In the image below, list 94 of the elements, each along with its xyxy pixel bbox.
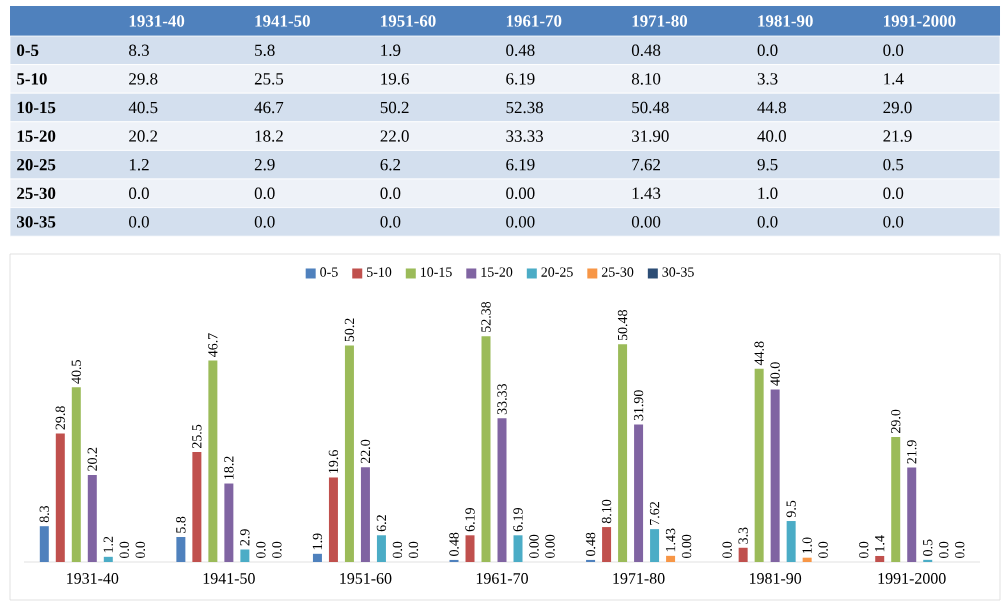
data-label: 40.5 (128, 101, 158, 114)
bar (176, 536, 186, 562)
data-label: 5.8 (255, 44, 275, 57)
data-label: 52.38 (506, 101, 543, 114)
data-label: 0.0 (129, 216, 149, 228)
data-label: 8.10 (631, 73, 661, 85)
data-label: 21.9 (883, 130, 912, 142)
bar (497, 418, 507, 562)
data-label: 2.9 (254, 158, 275, 171)
bar (634, 424, 644, 562)
bar (312, 553, 322, 562)
bar (240, 549, 250, 562)
data-label: 0.0 (883, 44, 904, 57)
bar (71, 387, 81, 562)
data-label: 31.90 (632, 130, 669, 142)
data-label: 0.48 (506, 44, 535, 57)
text: 10-15 (17, 101, 56, 114)
data-label: 0.00 (631, 216, 661, 228)
data-label: 33.33 (506, 130, 543, 142)
category-label: 1931-40 (129, 15, 185, 27)
data-label: 19.6 (381, 73, 409, 85)
category-label: 1941-50 (255, 15, 310, 27)
bar (55, 433, 65, 562)
bar (650, 529, 660, 562)
category-label: 1971-80 (632, 15, 688, 27)
data-label: 40.0 (757, 130, 786, 142)
data-label: 0.0 (883, 216, 904, 228)
data-label: 46.7 (254, 101, 284, 114)
text: 20-25 (17, 159, 56, 171)
data-label: 0.0 (757, 216, 778, 228)
data-label: 0.0 (757, 44, 778, 57)
data-label: 0.0 (380, 187, 401, 200)
bar (376, 535, 386, 562)
data-label: 29.0 (883, 101, 912, 114)
bar (192, 452, 202, 562)
bar (666, 555, 676, 562)
text: 15-20 (17, 130, 56, 142)
category-label: 1961-70 (506, 15, 562, 27)
bar (602, 527, 612, 562)
bar (907, 467, 917, 562)
bar (618, 344, 628, 562)
bar (39, 526, 49, 562)
bar (344, 345, 354, 562)
bar (224, 483, 234, 562)
data-label: 0.0 (254, 187, 275, 200)
bar (738, 547, 748, 562)
data-label: 7.62 (632, 158, 660, 171)
text: 30-35 (17, 216, 56, 228)
data-label: 0.0 (883, 187, 904, 200)
data-label: 6.19 (506, 73, 535, 85)
bar (465, 535, 475, 562)
bar (513, 535, 523, 562)
bar (360, 467, 370, 562)
category-label: 1991-2000 (884, 15, 956, 27)
data-label: 9.5 (757, 158, 778, 171)
data-label: 1.43 (632, 187, 661, 200)
data-label: 0.0 (380, 216, 401, 228)
text: 5-10 (17, 73, 47, 85)
data-label: 6.19 (506, 158, 535, 171)
bar (786, 521, 796, 562)
data-label: 0.00 (506, 187, 535, 200)
bar (770, 389, 780, 562)
text: 25-30 (17, 187, 56, 199)
data-label: 0.0 (129, 187, 149, 200)
data-label: 22.0 (380, 130, 409, 142)
category-label: 1981-90 (758, 15, 813, 27)
data-label: 8.3 (129, 44, 149, 57)
bar (328, 477, 338, 562)
bar (754, 368, 764, 562)
data-label: 1.4 (884, 73, 904, 85)
data-label: 1.0 (758, 187, 778, 200)
data-label: 6.2 (380, 158, 401, 171)
text: 0-5 (17, 44, 39, 56)
bar (208, 360, 218, 562)
data-label: 1.9 (381, 44, 401, 57)
data-label: 18.2 (255, 130, 283, 142)
category-label: 1951-60 (381, 15, 436, 27)
bar (891, 436, 901, 562)
data-label: 50.48 (632, 101, 669, 114)
data-label: 50.2 (380, 101, 409, 114)
data-label: 1.2 (129, 158, 149, 171)
bar (103, 556, 113, 562)
data-label: 0.48 (631, 44, 661, 57)
bar (481, 336, 491, 562)
data-label: 25.5 (254, 73, 284, 85)
data-label: 0.5 (883, 158, 904, 171)
data-label: 0.00 (506, 216, 535, 228)
bar (87, 474, 97, 562)
bar (875, 555, 885, 562)
data-label: 29.8 (129, 73, 158, 85)
data-label: 20.2 (129, 130, 158, 142)
data-label: 44.8 (757, 101, 786, 114)
data-label: 3.3 (757, 73, 778, 85)
data-label: 0.0 (254, 216, 275, 228)
